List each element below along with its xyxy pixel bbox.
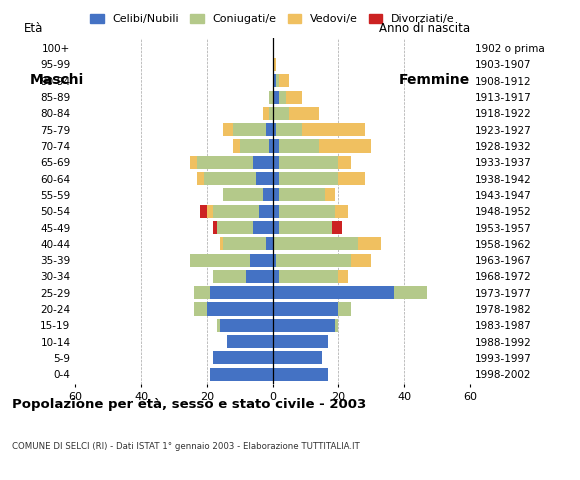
Bar xyxy=(279,204,335,218)
Bar xyxy=(269,107,273,120)
Bar xyxy=(279,156,338,169)
Bar xyxy=(253,156,273,169)
Bar xyxy=(253,221,273,234)
Bar xyxy=(204,172,256,185)
Text: COMUNE DI SELCI (RI) - Dati ISTAT 1° gennaio 2003 - Elaborazione TUTTITALIA.IT: COMUNE DI SELCI (RI) - Dati ISTAT 1° gen… xyxy=(12,442,360,451)
Bar xyxy=(223,123,233,136)
Bar xyxy=(335,204,348,218)
Text: Femmine: Femmine xyxy=(398,73,470,87)
Bar xyxy=(207,204,213,218)
Bar xyxy=(269,91,273,104)
Bar xyxy=(276,74,279,87)
Bar xyxy=(259,204,273,218)
Bar xyxy=(197,156,253,169)
Bar xyxy=(273,204,279,218)
Bar xyxy=(286,91,302,104)
Bar xyxy=(335,319,338,332)
Bar xyxy=(273,319,335,332)
Bar xyxy=(279,188,325,202)
Bar xyxy=(273,368,328,381)
Bar xyxy=(273,91,279,104)
Bar xyxy=(338,302,351,315)
Bar xyxy=(273,123,276,136)
Text: Popolazione per età, sesso e stato civile - 2003: Popolazione per età, sesso e stato civil… xyxy=(12,398,366,411)
Bar xyxy=(273,188,279,202)
Bar xyxy=(338,156,351,169)
Bar xyxy=(197,172,204,185)
Bar xyxy=(210,286,273,299)
Bar xyxy=(217,221,253,234)
Bar xyxy=(200,204,207,218)
Bar xyxy=(358,237,381,251)
Bar xyxy=(273,237,358,251)
Bar xyxy=(194,286,210,299)
Bar xyxy=(210,368,273,381)
Bar xyxy=(289,107,318,120)
Bar xyxy=(351,253,371,266)
Bar xyxy=(273,302,338,315)
Bar xyxy=(220,319,273,332)
Bar xyxy=(220,237,223,251)
Bar xyxy=(338,270,348,283)
Bar xyxy=(273,74,276,87)
Bar xyxy=(273,221,279,234)
Bar xyxy=(273,351,322,364)
Bar xyxy=(263,107,269,120)
Bar xyxy=(233,140,240,153)
Bar xyxy=(217,319,220,332)
Bar xyxy=(223,237,266,251)
Bar xyxy=(190,156,197,169)
Bar xyxy=(273,172,279,185)
Bar xyxy=(227,335,273,348)
Bar xyxy=(273,140,279,153)
Bar xyxy=(338,172,365,185)
Bar xyxy=(213,351,273,364)
Bar xyxy=(213,221,217,234)
Bar xyxy=(279,91,286,104)
Bar xyxy=(246,270,273,283)
Bar xyxy=(276,253,351,266)
Bar xyxy=(273,270,279,283)
Bar xyxy=(273,335,328,348)
Bar xyxy=(273,107,289,120)
Bar xyxy=(240,140,269,153)
Bar xyxy=(233,123,266,136)
Bar xyxy=(273,286,394,299)
Bar xyxy=(394,286,427,299)
Bar xyxy=(273,253,276,266)
Legend: Celibi/Nubili, Coniugati/e, Vedovi/e, Divorziati/e: Celibi/Nubili, Coniugati/e, Vedovi/e, Di… xyxy=(86,10,459,29)
Bar xyxy=(279,221,332,234)
Bar xyxy=(249,253,273,266)
Bar xyxy=(273,58,276,71)
Bar xyxy=(256,172,273,185)
Bar xyxy=(325,188,335,202)
Bar xyxy=(276,123,302,136)
Bar xyxy=(194,302,207,315)
Bar xyxy=(279,74,289,87)
Bar xyxy=(223,188,263,202)
Bar xyxy=(279,270,338,283)
Bar xyxy=(263,188,273,202)
Bar xyxy=(207,302,273,315)
Bar xyxy=(332,221,342,234)
Bar xyxy=(302,123,365,136)
Bar xyxy=(213,204,259,218)
Bar xyxy=(279,172,338,185)
Bar xyxy=(266,123,273,136)
Text: Anno di nascita: Anno di nascita xyxy=(379,22,470,35)
Text: Età: Età xyxy=(24,22,44,35)
Text: Maschi: Maschi xyxy=(30,73,84,87)
Bar xyxy=(266,237,273,251)
Bar xyxy=(190,253,249,266)
Bar xyxy=(273,156,279,169)
Bar xyxy=(213,270,246,283)
Bar xyxy=(279,140,318,153)
Bar xyxy=(318,140,371,153)
Bar xyxy=(269,140,273,153)
